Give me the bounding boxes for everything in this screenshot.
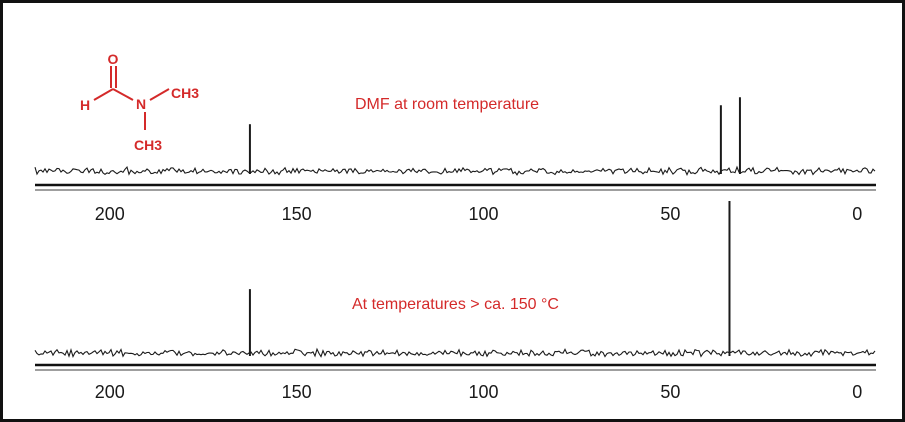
- x-tick-label-2: 100: [469, 204, 499, 224]
- spectrum-trace-high-temperature: [34, 347, 876, 358]
- x-tick-label-3: 50: [660, 382, 680, 402]
- dmf-structure-icon: O H N CH3 CH3: [80, 51, 199, 153]
- annotation-room-temperature: DMF at room temperature: [355, 96, 539, 113]
- x-tick-label-1: 150: [282, 204, 312, 224]
- x-tick-label-2: 100: [469, 382, 499, 402]
- x-tick-label-0: 200: [95, 204, 125, 224]
- x-tick-label-1: 150: [282, 382, 312, 402]
- annotation-high-temperature: At temperatures > ca. 150 °C: [352, 296, 559, 313]
- spectrum-trace-room-temperature: [34, 165, 876, 177]
- x-tick-label-4: 0: [852, 382, 862, 402]
- x-tick-label-3: 50: [660, 204, 680, 224]
- c-n-bond: [112, 88, 134, 101]
- x-tick-label-4: 0: [852, 204, 862, 224]
- atom-nitrogen: N: [136, 96, 146, 112]
- methyl-group-upper: CH3: [171, 85, 199, 101]
- x-tick-label-0: 200: [95, 382, 125, 402]
- spectrum-panel-high-temperature: At temperatures > ca. 150 °C 200 150 100 50…: [34, 201, 876, 402]
- n-methyl-upper-bond: [149, 88, 170, 101]
- atom-oxygen: O: [108, 51, 119, 67]
- methyl-group-lower: CH3: [134, 137, 162, 153]
- spectrum-panel-room-temperature: DMF at room temperature 200 150 100 50 0: [34, 96, 876, 224]
- atom-hydrogen: H: [80, 97, 90, 113]
- h-c-bond: [93, 88, 114, 101]
